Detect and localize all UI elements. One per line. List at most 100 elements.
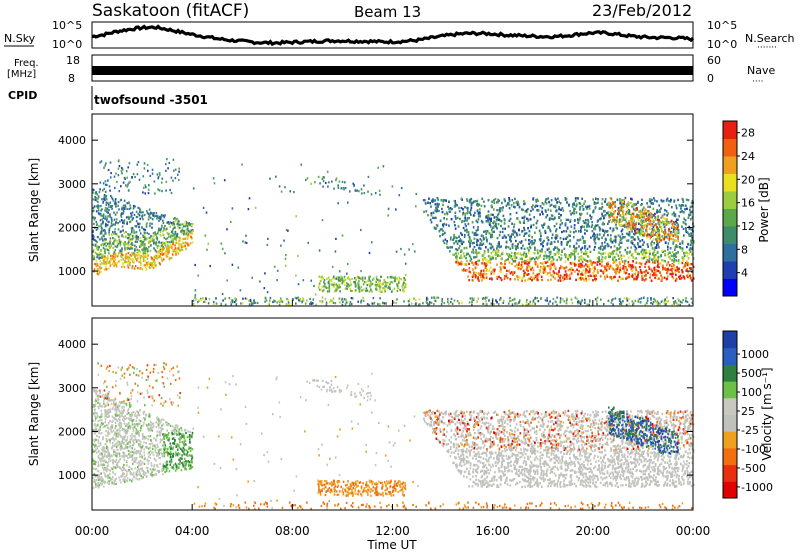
power-cell — [603, 303, 605, 306]
power-cell — [131, 265, 134, 268]
power-cell — [385, 285, 387, 288]
power-cell — [318, 288, 321, 291]
power-cell — [651, 223, 654, 226]
power-cell — [441, 298, 444, 301]
power-cell — [144, 238, 146, 241]
power-cell — [637, 300, 640, 303]
power-cell — [571, 302, 574, 305]
power-cell — [128, 240, 131, 243]
power-cell — [187, 229, 190, 233]
power-cell — [310, 301, 312, 304]
power-cell — [171, 229, 174, 232]
power-cell — [106, 210, 108, 213]
power-cell — [326, 170, 329, 173]
power-cell — [576, 297, 578, 300]
power-cell — [230, 303, 233, 306]
power-cell — [516, 302, 518, 306]
power-cell — [114, 239, 117, 242]
power-cell — [113, 240, 115, 243]
power-cell — [188, 222, 190, 225]
power-cell — [160, 216, 162, 219]
power-cell — [171, 223, 174, 227]
power-cell — [114, 228, 116, 231]
power-cell — [378, 290, 381, 293]
power-cell — [136, 252, 138, 256]
power-cell — [115, 221, 117, 224]
power-cell — [588, 299, 591, 302]
power-cell — [105, 257, 108, 260]
power-cell — [622, 300, 624, 303]
power-cell — [117, 228, 120, 231]
power-cell — [341, 303, 344, 306]
power-cell — [125, 256, 128, 259]
power-cell — [559, 300, 562, 303]
power-cell — [461, 301, 463, 304]
power-cell — [488, 232, 491, 235]
power-cell — [113, 175, 116, 178]
power-cell — [172, 158, 175, 161]
power-cell — [677, 303, 679, 306]
power-cell — [324, 282, 326, 285]
power-cell — [691, 301, 694, 304]
power-cell — [403, 277, 405, 280]
power-cell — [109, 161, 112, 164]
power-cell — [555, 253, 557, 256]
power-cell — [331, 180, 333, 183]
power-cell — [353, 281, 355, 284]
power-cell — [110, 204, 112, 208]
power-cell — [252, 302, 255, 305]
power-cell — [113, 237, 116, 240]
power-cell — [628, 297, 630, 301]
power-cell — [177, 222, 179, 225]
power-cell — [374, 192, 377, 195]
power-cell — [361, 288, 364, 291]
power-cell — [339, 286, 341, 289]
power-cell — [109, 189, 111, 192]
power-cell — [324, 298, 327, 301]
power-cell — [156, 217, 158, 220]
power-cell — [96, 248, 99, 251]
power-cell — [105, 260, 108, 263]
power-cell — [367, 279, 369, 282]
power-cell — [391, 281, 394, 284]
power-cell — [194, 263, 196, 267]
power-cell — [194, 296, 196, 299]
power-cell — [167, 251, 169, 254]
power-cell — [357, 283, 360, 286]
power-cell — [450, 297, 453, 300]
power-cell — [346, 284, 348, 288]
power-cell — [553, 205, 555, 208]
power-cell — [321, 285, 323, 288]
power-cell — [158, 216, 160, 219]
power-cell — [118, 159, 120, 162]
power-cell — [158, 256, 160, 259]
power-cell — [125, 230, 127, 234]
power-cell — [106, 207, 109, 210]
power-cell — [146, 252, 148, 255]
power-cell — [361, 192, 363, 195]
power-cell — [165, 252, 167, 255]
power-cell — [514, 302, 516, 305]
power-cell — [661, 299, 664, 302]
power-cell — [124, 205, 127, 208]
power-cell — [244, 241, 247, 244]
power-cell — [158, 240, 160, 243]
power-cell — [398, 279, 400, 282]
power-cell — [133, 253, 135, 256]
power-cell — [338, 283, 341, 286]
power-cell — [109, 263, 112, 266]
power-cell — [99, 219, 102, 222]
power-cell — [682, 298, 684, 302]
power-cell — [345, 298, 347, 301]
power-cell — [344, 181, 346, 184]
power-cell — [186, 225, 189, 228]
power-cell — [97, 209, 100, 212]
power-cell — [534, 302, 536, 306]
power-cell — [230, 220, 232, 224]
power-cell — [443, 301, 445, 305]
power-cell — [414, 250, 416, 253]
power-cell — [330, 280, 333, 283]
power-cell — [394, 277, 396, 280]
power-cell — [93, 218, 96, 221]
power-cell — [620, 301, 622, 304]
